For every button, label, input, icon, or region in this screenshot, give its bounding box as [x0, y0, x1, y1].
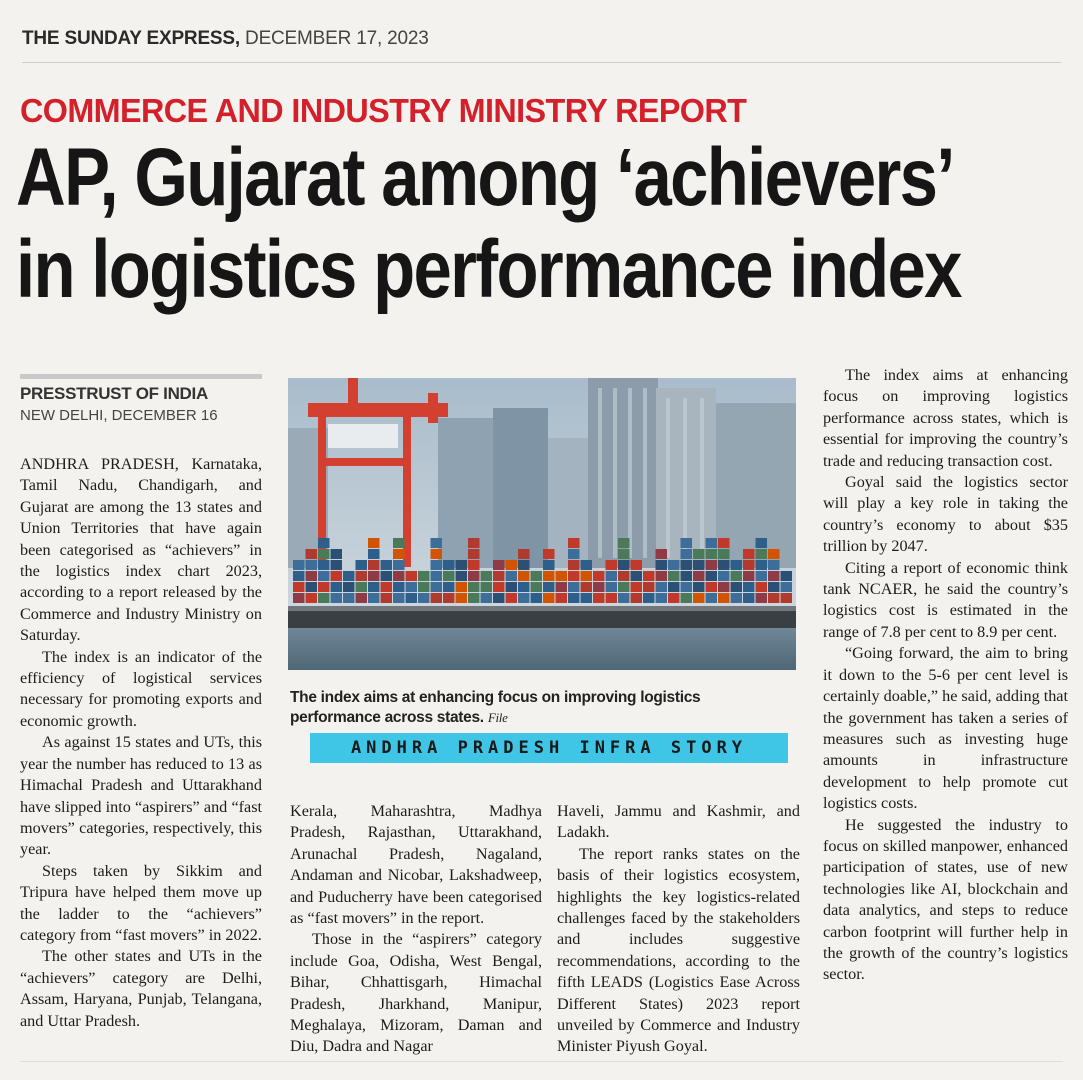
- byline-dateline: NEW DELHI, DECEMBER 16: [20, 407, 218, 424]
- port-illustration: [288, 378, 796, 670]
- paragraph: Goyal said the logistics sector will pla…: [823, 473, 1068, 556]
- article-column-1: ANDHRA PRADESH, Karnataka, Tamil Nadu, C…: [20, 454, 262, 1032]
- paragraph: Steps taken by Sikkim and Tripura have h…: [20, 861, 262, 944]
- headline-line-2: in logistics performance index: [16, 224, 962, 315]
- paragraph: The index aims at enhancing focus on imp…: [823, 366, 1068, 470]
- bottom-divider: [20, 1061, 1063, 1062]
- watermark-banner: ANDHRA PRADESH INFRA STORY: [310, 733, 788, 763]
- photo-caption: The index aims at enhancing focus on imp…: [290, 688, 790, 728]
- article-column-4: The index aims at enhancing focus on imp…: [823, 365, 1068, 986]
- paragraph: The index is an indicator of the efficie…: [20, 647, 262, 730]
- paragraph: Kerala, Maharashtra, Madhya Pradesh, Raj…: [290, 802, 542, 928]
- paragraph: The report ranks states on the basis of …: [557, 844, 800, 1056]
- masthead-date: DECEMBER 17, 2023: [245, 28, 429, 49]
- byline-agency: PRESSTRUST OF INDIA: [20, 384, 208, 403]
- masthead-paper: THE SUNDAY EXPRESS,: [22, 28, 240, 49]
- port-photo: [288, 378, 796, 670]
- paragraph: Those in the “aspirers” category include…: [290, 930, 542, 1056]
- headline: AP, Gujarat among ‘achievers’ in logisti…: [16, 132, 962, 316]
- paragraph: Citing a report of economic think tank N…: [823, 558, 1068, 641]
- paragraph: Haveli, Jammu and Kashmir, and Ladakh.: [557, 802, 800, 842]
- caption-text: The index aims at enhancing focus on imp…: [290, 689, 701, 726]
- section-kicker: COMMERCE AND INDUSTRY MINISTRY REPORT: [20, 92, 747, 129]
- paragraph: “Going forward, the aim to bring it down…: [823, 644, 1068, 813]
- paragraph: The other states and UTs in the “achieve…: [20, 947, 262, 1030]
- article-column-3: Haveli, Jammu and Kashmir, and Ladakh. T…: [557, 801, 800, 1058]
- top-divider: [22, 62, 1061, 63]
- headline-line-1: AP, Gujarat among ‘achievers’: [16, 132, 955, 223]
- paragraph: ANDHRA PRADESH, Karnataka, Tamil Nadu, C…: [20, 455, 262, 645]
- masthead: THE SUNDAY EXPRESS, DECEMBER 17, 2023: [22, 28, 429, 50]
- paragraph: As against 15 states and UTs, this year …: [20, 733, 262, 859]
- byline-rule: [20, 374, 262, 379]
- paragraph: He suggested the industry to focus on sk…: [823, 815, 1068, 984]
- article-column-2: Kerala, Maharashtra, Madhya Pradesh, Raj…: [290, 801, 542, 1058]
- caption-credit: File: [487, 710, 508, 725]
- byline: PRESSTRUST OF INDIA NEW DELHI, DECEMBER …: [20, 384, 218, 424]
